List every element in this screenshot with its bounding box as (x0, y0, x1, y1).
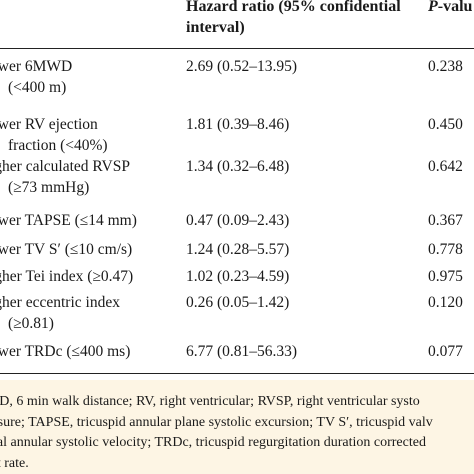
row-label: igher calculated RVSP (≥73 mmHg) (0, 156, 170, 198)
p-value-cell: 0.450 (428, 116, 463, 133)
row-label-line1: ower TV S′ (≤10 cm/s) (0, 241, 133, 258)
header-p-value: P-valu (428, 0, 472, 17)
row-label-line1: ower RV ejection (0, 116, 98, 133)
hazard-ratio-cell: 2.69 (0.52–13.95) (186, 58, 298, 75)
hazard-ratio-cell: 1.24 (0.28–5.57) (186, 241, 290, 258)
hazard-ratio-cell: 1.02 (0.23–4.59) (186, 268, 290, 285)
row-label-line2: (<400 m) (8, 79, 67, 96)
header-hazard-ratio: Hazard ratio (95% confidential interval) (186, 0, 401, 36)
row-label: ower TAPSE (≤14 mm) (0, 210, 170, 231)
row-label-line1: igher Tei index (≥0.47) (0, 268, 134, 285)
footnote-line: WD, 6 min walk distance; RV, right ventr… (0, 394, 420, 409)
footnote-line: eral annular systolic velocity; TRDc, tr… (0, 435, 426, 450)
row-label-line2: fraction (<40%) (8, 137, 108, 154)
p-value-cell: 0.975 (428, 268, 463, 285)
table-footnote: WD, 6 min walk distance; RV, right ventr… (0, 380, 474, 474)
row-label-line2: (≥73 mmHg) (8, 179, 90, 196)
row-label: ower TRDc (≤400 ms) (0, 341, 170, 362)
p-value-cell: 0.778 (428, 241, 463, 258)
p-value-cell: 0.077 (428, 343, 463, 360)
bottom-rule (0, 373, 474, 374)
row-label-line2: (≥0.81) (8, 315, 54, 332)
hazard-ratio-cell: 1.81 (0.39–8.46) (186, 116, 290, 133)
hazard-ratio-cell: 0.26 (0.05–1.42) (186, 294, 290, 311)
row-label: ower RV ejection fraction (<40%) (0, 114, 170, 156)
header-p-letter: P (428, 0, 438, 15)
p-value-cell: 0.642 (428, 158, 463, 175)
header-rule (0, 48, 474, 49)
header-p-suffix: -valu (437, 0, 473, 15)
row-label-line1: ower TRDc (≤400 ms) (0, 343, 131, 360)
footnote-text: WD, 6 min walk distance; RV, right ventr… (0, 392, 474, 474)
p-value-cell: 0.238 (428, 58, 463, 75)
row-label-line1: igher calculated RVSP (0, 158, 130, 175)
row-label-line1: ower TAPSE (≤14 mm) (0, 212, 137, 229)
row-label: igher eccentric index (≥0.81) (0, 292, 170, 334)
row-label-line1: igher eccentric index (0, 294, 120, 311)
row-label: ower 6MWD (<400 m) (0, 56, 170, 98)
hazard-ratio-cell: 0.47 (0.09–2.43) (186, 212, 290, 229)
row-label-line1: ower 6MWD (0, 58, 73, 75)
results-table: Hazard ratio (95% confidential interval)… (0, 0, 474, 374)
row-label: ower TV S′ (≤10 cm/s) (0, 239, 170, 260)
p-value-cell: 0.120 (428, 294, 463, 311)
footnote-line: essure; TAPSE, tricuspid annular plane s… (0, 414, 433, 430)
p-value-cell: 0.367 (428, 212, 463, 229)
hazard-ratio-cell: 6.77 (0.81–56.33) (186, 343, 298, 360)
footnote-line: art rate. (0, 455, 29, 471)
hazard-ratio-cell: 1.34 (0.32–6.48) (186, 158, 290, 175)
row-label: igher Tei index (≥0.47) (0, 266, 170, 287)
